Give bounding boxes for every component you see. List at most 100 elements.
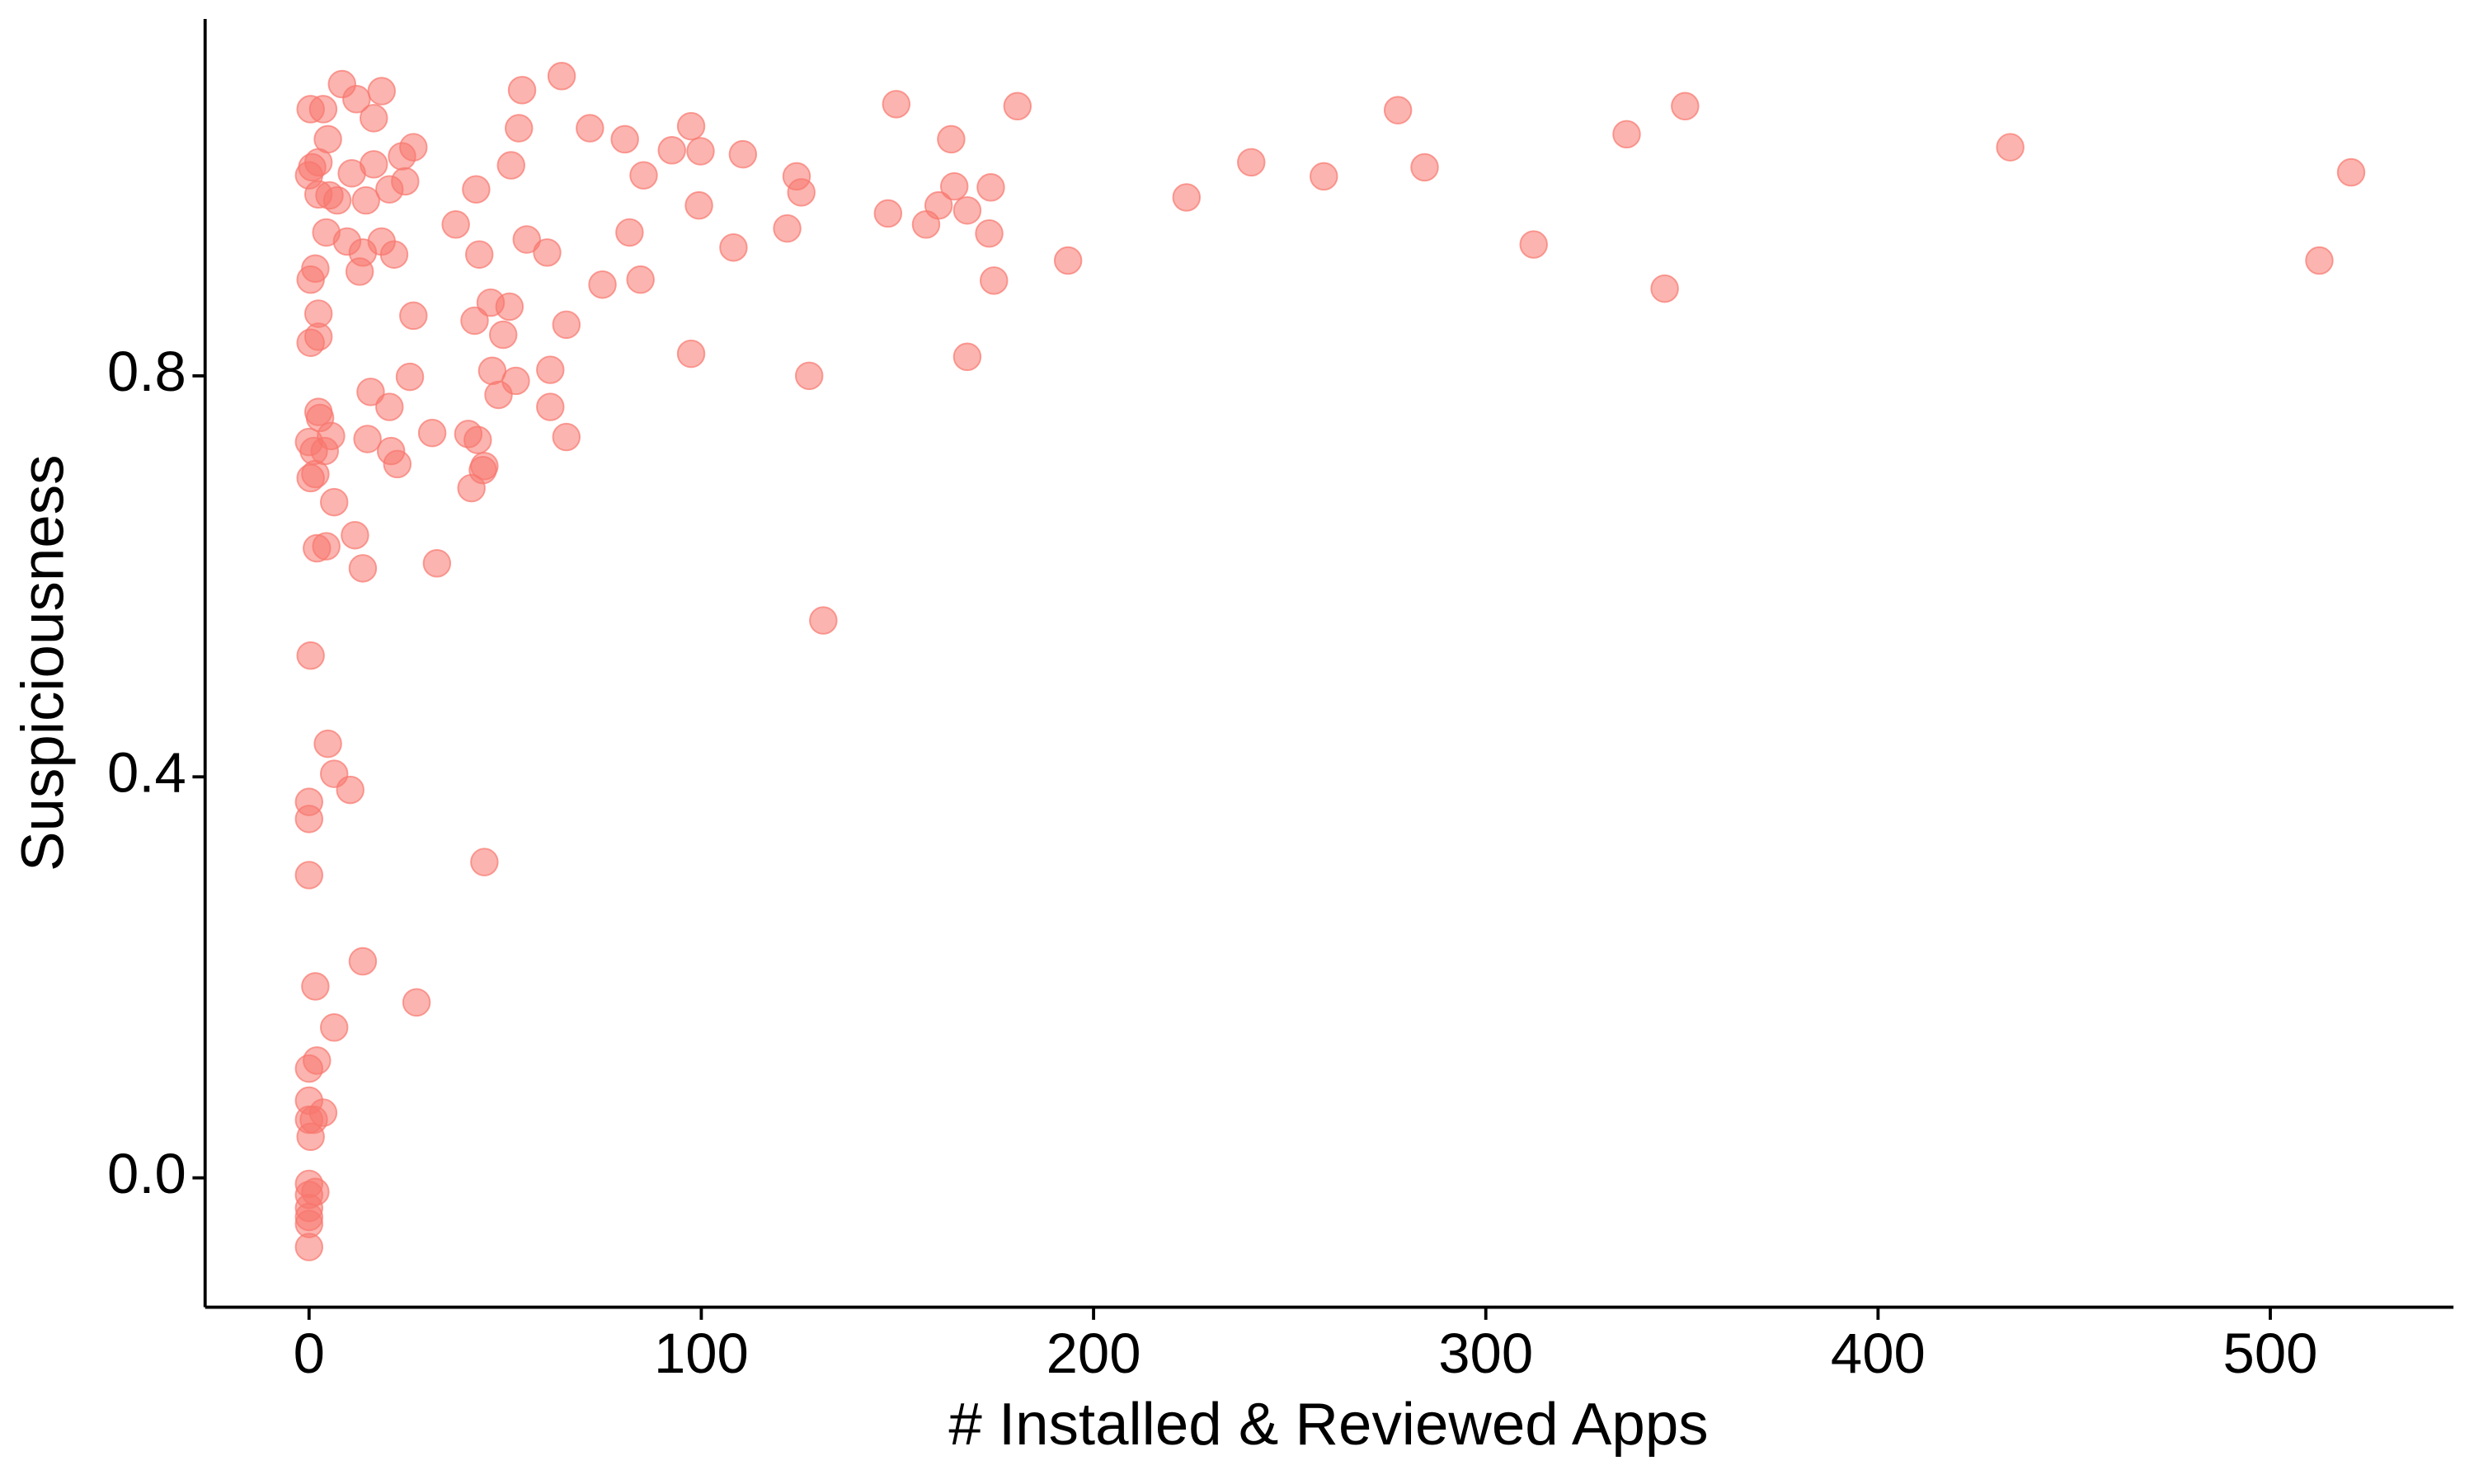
- scatter-point: [1671, 92, 1700, 121]
- scatter-point: [676, 111, 706, 141]
- scatter-point: [301, 972, 330, 1001]
- scatter-point: [383, 449, 412, 479]
- scatter-point: [294, 805, 323, 834]
- scatter-point: [464, 240, 494, 269]
- scatter-point: [629, 161, 658, 190]
- scatter-point: [1172, 183, 1202, 212]
- scatter-point: [495, 292, 524, 322]
- scatter-point: [787, 178, 816, 207]
- scatter-point: [367, 77, 396, 106]
- x-tick-label: 400: [1831, 1322, 1926, 1385]
- scatter-point: [488, 320, 518, 350]
- scatter-point: [296, 328, 325, 357]
- x-axis-title: # Installed & Reviewed Apps: [948, 1391, 1708, 1458]
- scatter-point: [351, 186, 380, 215]
- scatter-point: [319, 487, 349, 517]
- y-tick-label: 0.4: [107, 740, 186, 804]
- scatter-point: [719, 232, 748, 262]
- scatter-point: [417, 418, 447, 448]
- x-tick-label: 200: [1047, 1322, 1141, 1385]
- scatter-point: [296, 1122, 325, 1152]
- scatter-point: [976, 173, 1005, 202]
- scatter-point: [1612, 120, 1641, 149]
- scatter-point: [536, 355, 565, 384]
- scatter-point: [356, 378, 385, 406]
- y-tick-label: 0.8: [107, 340, 186, 403]
- scatter-point: [2336, 157, 2366, 187]
- scatter-point: [980, 266, 1009, 295]
- scatter-point: [348, 946, 378, 976]
- scatter-point: [303, 533, 332, 563]
- scatter-point: [395, 362, 425, 392]
- scatter-point: [313, 729, 342, 758]
- scatter-point: [496, 151, 525, 180]
- scatter-point: [773, 214, 802, 243]
- scatter-point: [402, 988, 431, 1017]
- scatter-point: [484, 380, 513, 410]
- scatter-point: [315, 181, 344, 210]
- scatter-point: [375, 392, 404, 421]
- scatter-point: [952, 195, 982, 225]
- scatter-point: [686, 137, 715, 166]
- scatter-point: [294, 1054, 323, 1083]
- scatter-point: [588, 270, 617, 299]
- scatter-point: [294, 1233, 323, 1261]
- scatter-point: [342, 85, 371, 114]
- scatter-point: [1053, 246, 1083, 275]
- scatter-point: [512, 225, 541, 254]
- scatter-point: [952, 342, 982, 372]
- scatter-point: [463, 425, 492, 454]
- scatter-point: [657, 136, 686, 165]
- scatter-point: [360, 104, 388, 133]
- scatter-point: [610, 124, 639, 154]
- scatter-point: [375, 175, 404, 204]
- scatter-point: [615, 218, 644, 247]
- scatter-point: [552, 422, 581, 452]
- scatter-point: [809, 606, 838, 635]
- scatter-point: [536, 392, 565, 421]
- scatter-point: [310, 436, 340, 466]
- scatter-point: [462, 175, 491, 204]
- scatter-point: [794, 361, 824, 391]
- scatter-point: [470, 848, 499, 876]
- scatter-point: [507, 76, 537, 105]
- scatter-point: [533, 238, 562, 267]
- x-tick-label: 500: [2223, 1322, 2318, 1385]
- scatter-point: [505, 114, 534, 143]
- scatter-point: [939, 171, 969, 201]
- x-tick-label: 100: [654, 1322, 749, 1385]
- scatter-point: [399, 301, 428, 331]
- scatter-point: [547, 62, 576, 91]
- scatter-point: [294, 861, 323, 890]
- y-tick-label: 0.0: [107, 1142, 186, 1205]
- scatter-point: [1003, 92, 1032, 121]
- x-tick-label: 0: [294, 1322, 325, 1385]
- scatter-point: [353, 425, 382, 453]
- scatter-point: [341, 520, 369, 550]
- scatter-point: [422, 549, 452, 578]
- scatter-point: [1237, 148, 1266, 177]
- scatter-point: [626, 265, 655, 294]
- scatter-point: [348, 554, 378, 583]
- scatter-point: [308, 95, 338, 124]
- scatter-point: [379, 240, 409, 269]
- scatter-point: [399, 133, 428, 162]
- scatter-point: [457, 473, 486, 503]
- scatter-point: [684, 190, 713, 220]
- scatter-point: [345, 257, 374, 286]
- scatter-point: [975, 218, 1004, 248]
- x-tick-label: 300: [1438, 1322, 1533, 1385]
- scatter-point: [576, 114, 604, 143]
- scatter-point: [2305, 246, 2334, 275]
- scatter-point: [441, 210, 470, 239]
- scatter-point: [1383, 96, 1413, 124]
- scatter-point: [296, 641, 325, 670]
- scatter-point: [1519, 230, 1548, 259]
- scatter-point: [873, 199, 903, 228]
- scatter-point: [911, 210, 941, 239]
- scatter-point: [937, 124, 966, 154]
- scatter-point: [1996, 133, 2025, 162]
- scatter-point: [882, 90, 911, 119]
